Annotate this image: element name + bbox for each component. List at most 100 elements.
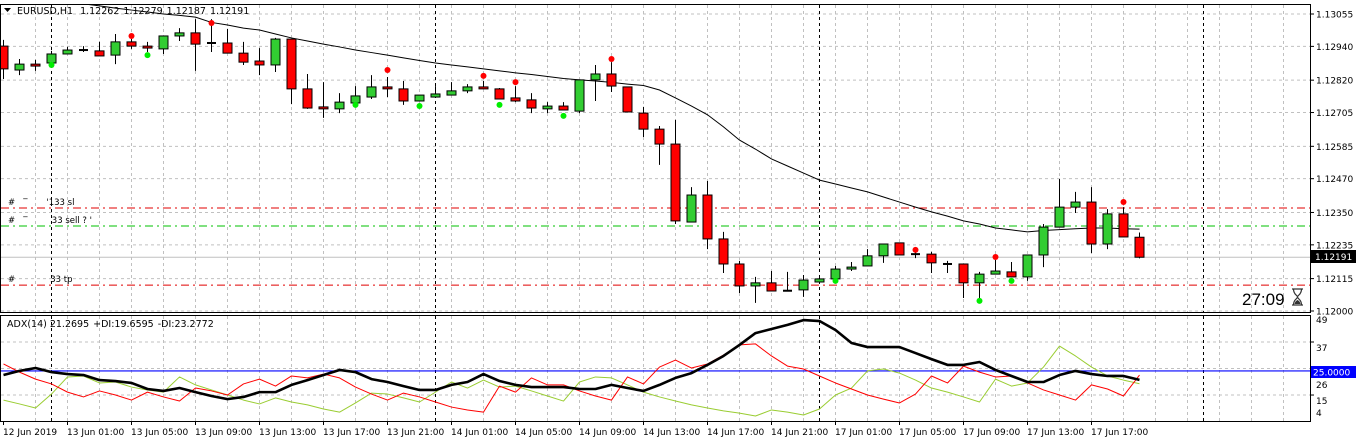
candle[interactable] [606, 62, 617, 92]
candle[interactable] [702, 180, 713, 250]
candle[interactable] [734, 260, 745, 293]
candle[interactable] [526, 93, 537, 114]
candle[interactable] [1070, 191, 1081, 214]
candle[interactable] [446, 82, 457, 96]
adx-tick-label: 4 [1316, 409, 1322, 419]
candle[interactable] [622, 86, 633, 113]
plus-di-line [3, 345, 1140, 417]
candle[interactable] [1022, 254, 1033, 281]
candle[interactable] [494, 88, 505, 100]
candle[interactable] [30, 59, 41, 71]
candle[interactable] [1054, 178, 1065, 228]
candle[interactable] [783, 271, 792, 292]
candle[interactable] [846, 262, 857, 272]
candle[interactable] [798, 274, 809, 297]
price-plot[interactable]: # ‾ '133 sl # ‾ 33 sell ? ' # 33 tp [0, 0, 1310, 304]
fractal-down-marker [496, 101, 503, 108]
candle-body [830, 268, 841, 280]
candle-body [974, 273, 985, 284]
header-line: EURUSD,H1 1.12262 1.12279 1.12187 1.12191 [17, 6, 249, 17]
candle[interactable] [430, 86, 441, 98]
candle-body [446, 90, 457, 96]
candle[interactable] [238, 41, 249, 65]
candle[interactable] [302, 73, 313, 109]
price-tick-label: 1.13055 [1316, 11, 1353, 21]
candle-body [734, 263, 745, 287]
candle[interactable] [990, 260, 1001, 275]
time-tick-label: 13 Jun 09:00 [195, 428, 252, 438]
candle[interactable] [670, 119, 681, 225]
price-tick-label: 1.12115 [1316, 275, 1353, 285]
candle[interactable] [958, 263, 969, 299]
candle[interactable] [62, 46, 73, 55]
candle[interactable] [1006, 262, 1017, 278]
candle[interactable] [542, 102, 553, 114]
candle[interactable] [79, 46, 88, 53]
candle[interactable] [718, 231, 729, 273]
candle[interactable] [286, 38, 297, 105]
candle[interactable] [654, 126, 665, 165]
candle-body [174, 32, 185, 37]
candle[interactable] [334, 93, 345, 114]
candle[interactable] [462, 84, 473, 94]
triangle-down-icon[interactable] [4, 8, 11, 12]
candle[interactable] [366, 75, 377, 100]
candle[interactable] [126, 39, 137, 49]
candle[interactable] [590, 64, 601, 101]
candle[interactable] [14, 59, 25, 76]
candle[interactable] [926, 251, 937, 273]
candle[interactable] [894, 242, 905, 256]
candle-body [1086, 201, 1097, 245]
candle[interactable] [686, 187, 697, 223]
candle[interactable] [174, 28, 185, 42]
candle[interactable] [878, 243, 889, 263]
candle[interactable] [974, 271, 985, 299]
candle[interactable] [1086, 187, 1097, 254]
candle[interactable] [318, 82, 329, 118]
adx-value-label: ADX(14) 21.2695 [7, 319, 89, 330]
fractal-up-marker [512, 79, 519, 86]
time-tick-label: 17 Jun 13:00 [1027, 428, 1084, 438]
candle[interactable] [766, 271, 777, 292]
candle[interactable] [94, 41, 105, 57]
candle[interactable] [814, 274, 825, 283]
candle-body [126, 41, 137, 47]
candle[interactable] [222, 28, 233, 54]
candle[interactable] [254, 48, 265, 76]
candle[interactable] [574, 79, 585, 114]
header-high: 1.12279 [123, 6, 162, 17]
candle[interactable] [142, 41, 153, 53]
fractal-down-marker [144, 52, 151, 59]
fractal-up-marker [608, 56, 615, 63]
candle[interactable] [414, 94, 425, 102]
candle-body [590, 73, 601, 81]
price-tick-label: 1.12350 [1316, 209, 1353, 219]
candle[interactable] [190, 19, 201, 71]
candle[interactable] [1038, 224, 1049, 268]
adx-plot[interactable] [1, 318, 1310, 417]
candle[interactable] [0, 39, 9, 80]
time-tick-label: 13 Jun 13:00 [259, 428, 316, 438]
candle[interactable] [270, 37, 281, 72]
price-grid [1, 5, 1310, 312]
candle[interactable] [943, 260, 952, 273]
candle[interactable] [1102, 209, 1113, 250]
candle[interactable] [1134, 232, 1145, 259]
candle[interactable] [110, 33, 121, 65]
candle[interactable] [478, 81, 489, 90]
candle-body [14, 63, 25, 71]
candle[interactable] [1118, 207, 1129, 238]
candle[interactable] [382, 77, 393, 98]
time-tick-label: 14 Jun 13:00 [643, 428, 700, 438]
candle[interactable] [158, 35, 169, 54]
candle[interactable] [558, 102, 569, 111]
time-tick-label: 13 Jun 21:00 [387, 428, 444, 438]
candle[interactable] [750, 276, 761, 303]
candle[interactable] [638, 106, 649, 138]
time-tick-label: 14 Jun 09:00 [579, 428, 636, 438]
candle[interactable] [510, 86, 521, 103]
main-window-frame [0, 4, 1311, 313]
candle[interactable] [398, 81, 409, 105]
candle[interactable] [862, 249, 873, 267]
